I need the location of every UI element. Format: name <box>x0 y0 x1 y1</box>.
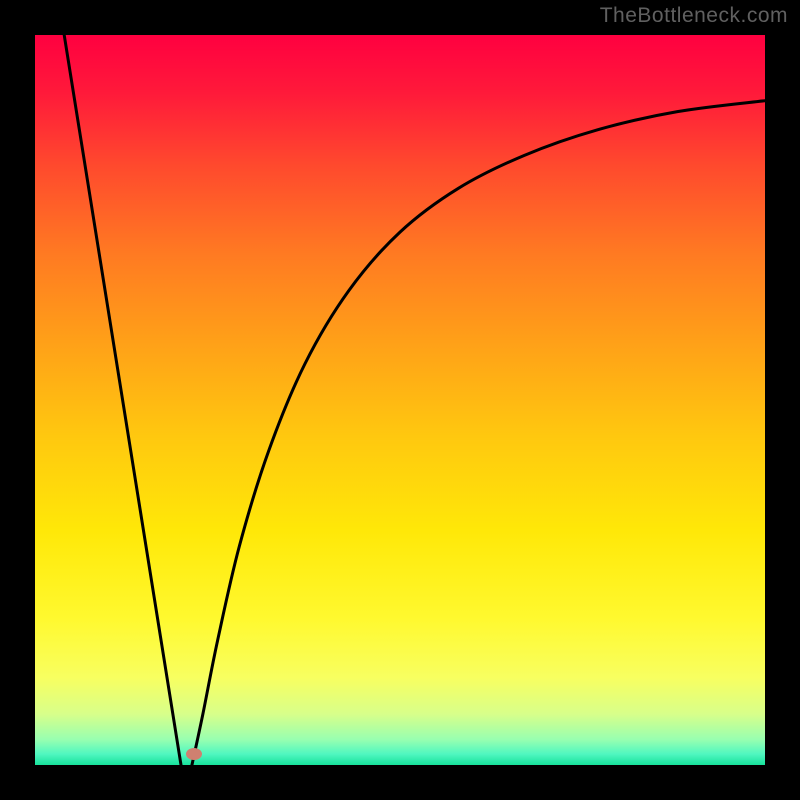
attribution-text: TheBottleneck.com <box>600 4 788 28</box>
gradient-background <box>35 35 765 765</box>
plot-svg <box>35 35 765 765</box>
chart-frame: TheBottleneck.com <box>0 0 800 800</box>
plot-area <box>35 35 765 765</box>
vertex-marker <box>186 748 202 760</box>
